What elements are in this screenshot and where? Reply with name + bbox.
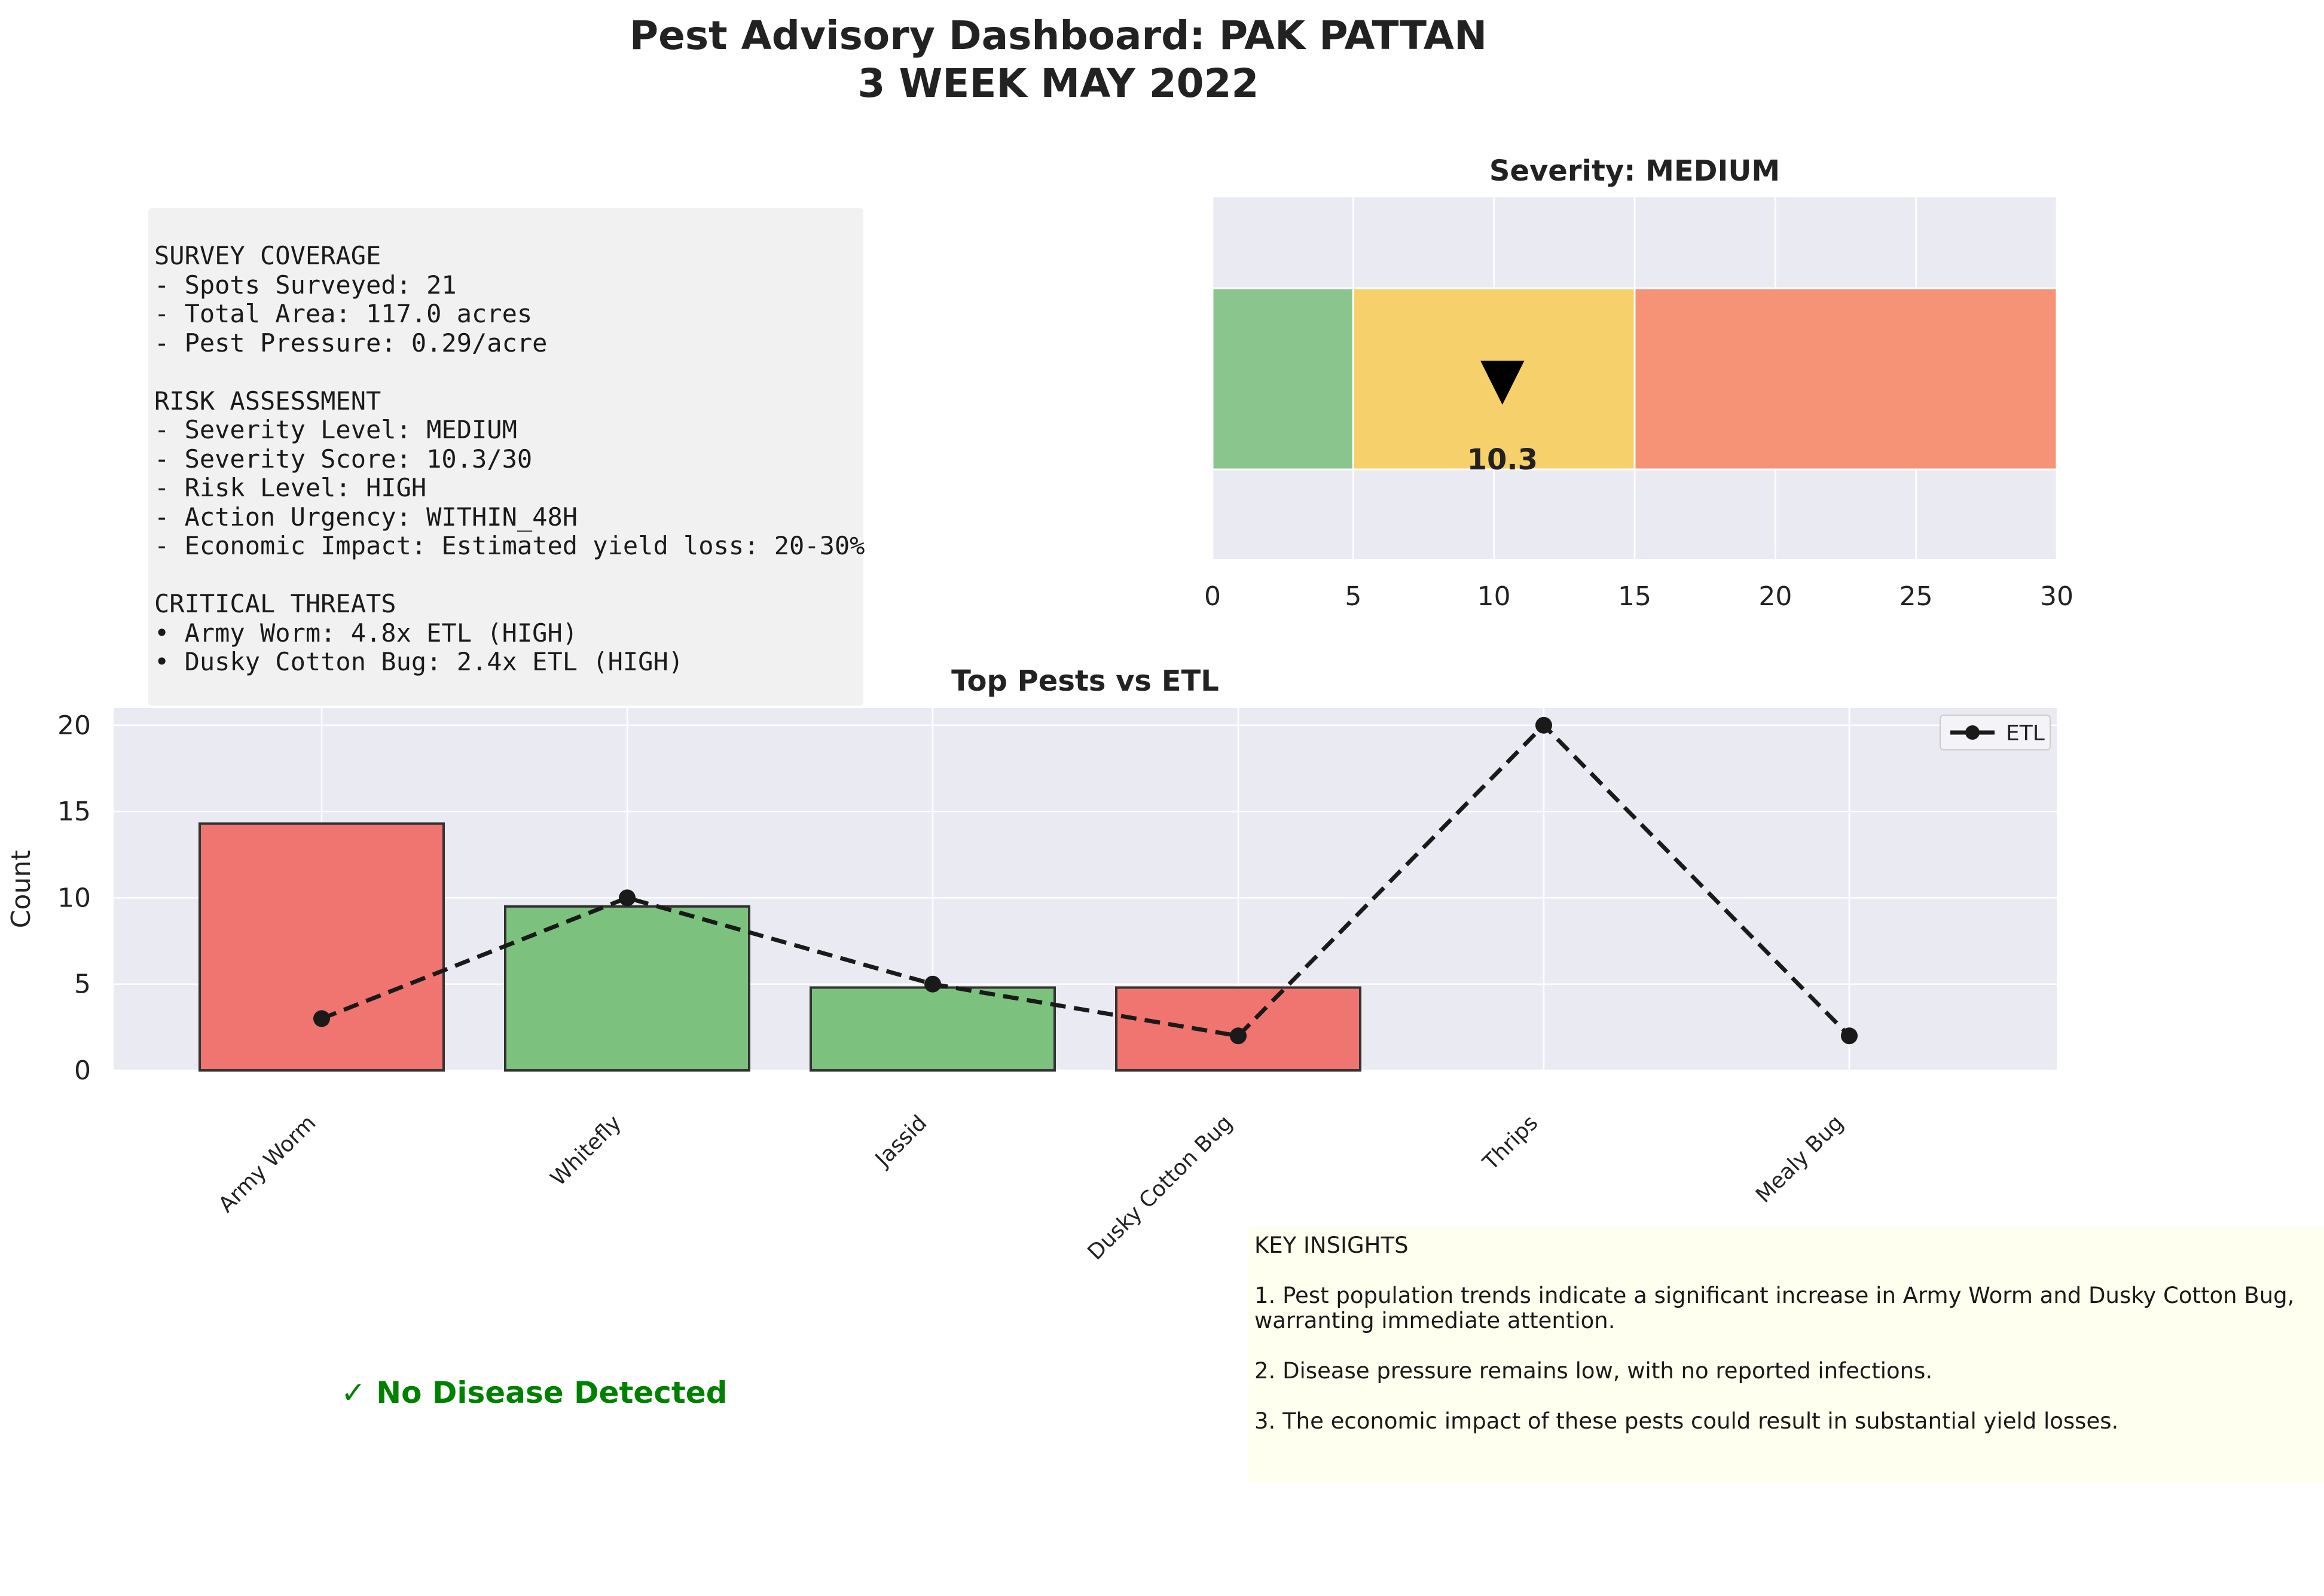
info-line: - Total Area: 117.0 acres	[154, 299, 533, 328]
severity-value-label: 10.3	[1467, 443, 1538, 477]
pests-x-label: Army Worm	[214, 1110, 320, 1217]
info-line: - Action Urgency: WITHIN_48H	[154, 502, 578, 532]
info-line: CRITICAL THREATS	[154, 589, 396, 618]
gauge-title: Severity: MEDIUM	[1489, 154, 1780, 188]
title-line-2: 3 WEEK MAY 2022	[857, 60, 1259, 106]
survey-info-panel: SURVEY COVERAGE - Spots Surveyed: 21- Tot…	[148, 208, 865, 706]
gauge-segment-high	[1633, 287, 2058, 471]
insight-line: KEY INSIGHTS	[1254, 1232, 1409, 1258]
insight-line	[1254, 1384, 2318, 1409]
key-insights-panel: KEY INSIGHTS 1. Pest population trends in…	[1248, 1226, 2324, 1483]
pests-y-tick: 15	[57, 797, 91, 827]
gauge-segment-low	[1211, 287, 1354, 471]
insight-line: 2. Disease pressure remains low, with no…	[1254, 1358, 1933, 1384]
etl-point	[619, 889, 636, 907]
pest-count-bar	[504, 905, 750, 1072]
pests-x-label: Whitefly	[546, 1110, 626, 1191]
pests-y-axis-label: Count	[6, 850, 36, 929]
pests-y-tick: 5	[74, 969, 91, 1000]
pests-legend	[1940, 715, 2051, 750]
info-line: SURVEY COVERAGE	[154, 241, 381, 270]
info-line: RISK ASSESSMENT	[154, 386, 381, 416]
info-line: - Severity Score: 10.3/30	[154, 444, 533, 474]
pests-x-label: Dusky Cotton Bug	[1083, 1110, 1238, 1265]
insight-line: warranting immediate attention.	[1254, 1308, 1615, 1333]
etl-point	[313, 1010, 330, 1027]
legend-etl-marker	[1965, 725, 1980, 740]
pests-x-label: Thrips	[1478, 1110, 1543, 1175]
insight-line: 3. The economic impact of these pests co…	[1254, 1408, 2119, 1434]
insight-line: 1. Pest population trends indicate a sig…	[1254, 1283, 2295, 1308]
disease-status-text: ✓ No Disease Detected	[341, 1375, 728, 1410]
pests-y-tick: 0	[74, 1055, 91, 1086]
insight-line	[1254, 1258, 2318, 1283]
info-line: - Risk Level: HIGH	[154, 473, 427, 502]
dashboard-title: Pest Advisory Dashboard: PAK PATTAN 3 WE…	[0, 12, 2117, 108]
gauge-x-tick: 0	[1204, 581, 1221, 612]
gauge-x-tick: 20	[1758, 581, 1792, 612]
etl-point	[1230, 1027, 1247, 1045]
pests-y-tick: 20	[57, 710, 91, 741]
info-line: • Dusky Cotton Bug: 2.4x ETL (HIGH)	[154, 647, 684, 676]
info-line: • Army Worm: 4.8x ETL (HIGH)	[154, 618, 578, 648]
insight-line	[1254, 1333, 2318, 1359]
gauge-x-tick: 10	[1477, 581, 1511, 612]
etl-point	[1535, 716, 1552, 734]
etl-point	[924, 975, 941, 993]
title-line-1: Pest Advisory Dashboard: PAK PATTAN	[629, 13, 1488, 59]
etl-point	[1841, 1027, 1858, 1045]
info-line: - Severity Level: MEDIUM	[154, 415, 517, 444]
pests-y-tick: 10	[57, 883, 91, 913]
gauge-x-tick: 30	[2040, 581, 2073, 612]
gauge-x-tick: 15	[1618, 581, 1651, 612]
info-line: - Economic Impact: Estimated yield loss:…	[154, 531, 865, 560]
pest-count-bar	[198, 822, 445, 1072]
pests-x-label: Jassid	[870, 1110, 932, 1172]
info-line: - Pest Pressure: 0.29/acre	[154, 328, 548, 358]
pests-chart-title: Top Pests vs ETL	[951, 664, 1219, 698]
pest-count-bar	[810, 986, 1056, 1072]
legend-etl-label: ETL	[2006, 721, 2045, 746]
info-line: - Spots Surveyed: 21	[154, 270, 457, 300]
gauge-segment-medium	[1352, 287, 1636, 471]
etl-line	[320, 722, 1851, 1039]
gauge-x-tick: 5	[1345, 581, 1361, 612]
severity-marker-icon: ▼	[1480, 344, 1525, 411]
gauge-x-tick: 25	[1899, 581, 1933, 612]
pests-x-label: Mealy Bug	[1751, 1110, 1848, 1207]
